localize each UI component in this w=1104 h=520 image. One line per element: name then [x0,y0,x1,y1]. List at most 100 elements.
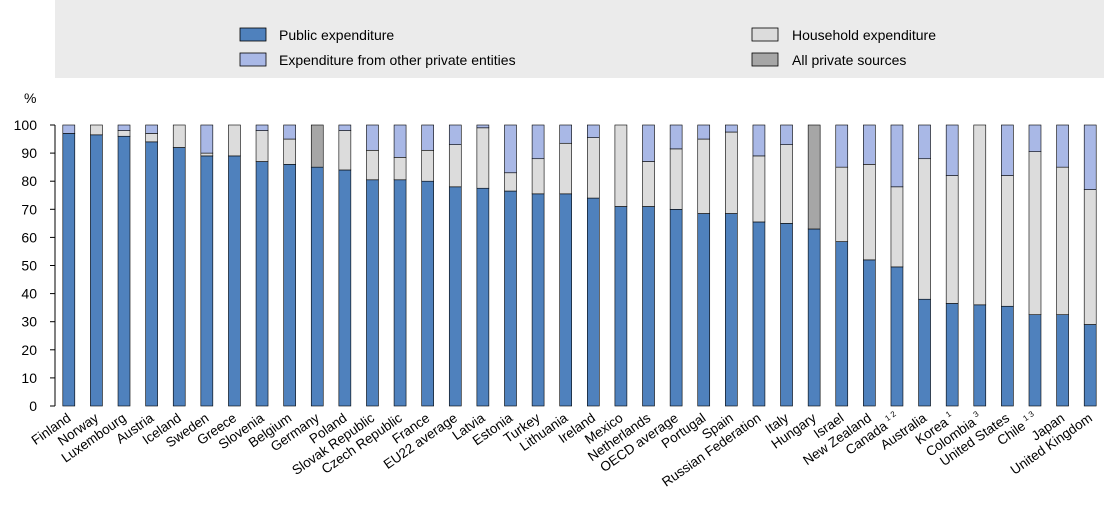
y-tick-label: 10 [21,370,37,386]
bar-public [145,141,158,407]
legend-label-other: Expenditure from other private entities [279,52,516,68]
y-tick-label: 90 [21,145,37,161]
bar-allprivate [310,124,324,168]
bar-household [90,124,103,136]
bar-household [614,124,628,207]
bar-other [669,124,683,150]
bar-public [531,193,545,407]
bar-other [504,124,517,174]
y-unit-label: % [24,90,36,106]
bar-other [255,124,269,131]
bar-public [421,180,434,407]
y-tick-label: 70 [21,201,37,217]
bar-public [973,304,987,407]
legend-swatch-public [239,27,267,42]
bar-allprivate [807,124,821,230]
bar-household [752,155,766,223]
legend-swatch-other [239,52,267,67]
bar-other [448,124,462,145]
y-tick-label: 0 [29,398,37,414]
bar-other [338,124,352,131]
bar-public [228,155,241,407]
bar-other [476,124,490,129]
bar-household [283,138,296,165]
bar-public [117,135,131,407]
legend-swatch-allprivate [751,52,779,67]
bar-other [642,124,655,162]
bar-public [283,164,296,407]
bar-other [918,124,931,160]
bar-household [835,166,849,242]
bar-public [448,186,462,407]
bar-household [117,130,131,137]
bar-other [1001,124,1014,176]
bar-household [587,137,600,199]
bar-public [476,187,490,407]
bar-public [614,206,628,407]
bar-household [366,149,379,181]
legend-label-public: Public expenditure [279,27,394,43]
bar-public [863,259,876,407]
bar-household [393,157,407,181]
bar-household [697,138,711,214]
bar-public [393,179,407,407]
bar-household [338,130,352,171]
bar-public [669,209,683,407]
y-tick-label: 80 [21,173,37,189]
bar-other [835,124,849,168]
bar-public [752,221,766,407]
bar-other [559,124,572,144]
bar-other [890,124,904,188]
bar-other [1028,124,1042,152]
bar-public [310,166,324,407]
bar-household [863,164,876,261]
bar-household [973,124,987,306]
y-tick-label: 40 [21,286,37,302]
bar-household [145,133,158,143]
bar-other [1083,124,1097,190]
bar-public [1001,305,1014,407]
bar-public [200,155,214,407]
legend-background [55,0,1104,78]
bar-other [531,124,545,160]
bar-household [504,172,517,192]
bar-public [1056,314,1069,407]
bar-public [835,241,849,407]
bar-public [172,147,186,407]
legend-label-allprivate: All private sources [792,52,906,68]
plot-area: 0102030405060708090100FinlandNorwayLuxem… [14,117,1097,490]
bar-public [1028,314,1042,407]
bar-public [807,228,821,407]
bar-other [945,124,959,176]
bar-other [863,124,876,165]
bar-household [448,144,462,188]
bar-public [1083,324,1097,407]
bar-household [890,186,904,268]
bar-household [1028,151,1042,315]
bar-public [642,206,655,407]
bar-household [1083,189,1097,325]
bar-household [945,175,959,304]
bar-other [752,124,766,157]
bar-public [697,213,711,407]
bar-other [1056,124,1069,168]
bar-public [90,134,103,407]
bar-other [117,124,131,131]
bar-other [780,124,793,145]
bar-other [283,124,296,140]
bar-other [587,124,600,138]
y-tick-label: 100 [14,117,38,133]
bar-other [697,124,711,140]
bar-public [945,303,959,407]
bar-other [393,124,407,158]
bar-household [172,124,186,148]
bar-public [338,169,352,407]
bar-other [145,124,158,134]
bar-household [476,127,490,189]
y-tick-label: 20 [21,342,37,358]
bar-public [918,298,931,407]
bar-public [725,213,738,407]
y-tick-label: 30 [21,314,37,330]
bar-public [62,133,76,407]
bar-household [725,131,738,214]
